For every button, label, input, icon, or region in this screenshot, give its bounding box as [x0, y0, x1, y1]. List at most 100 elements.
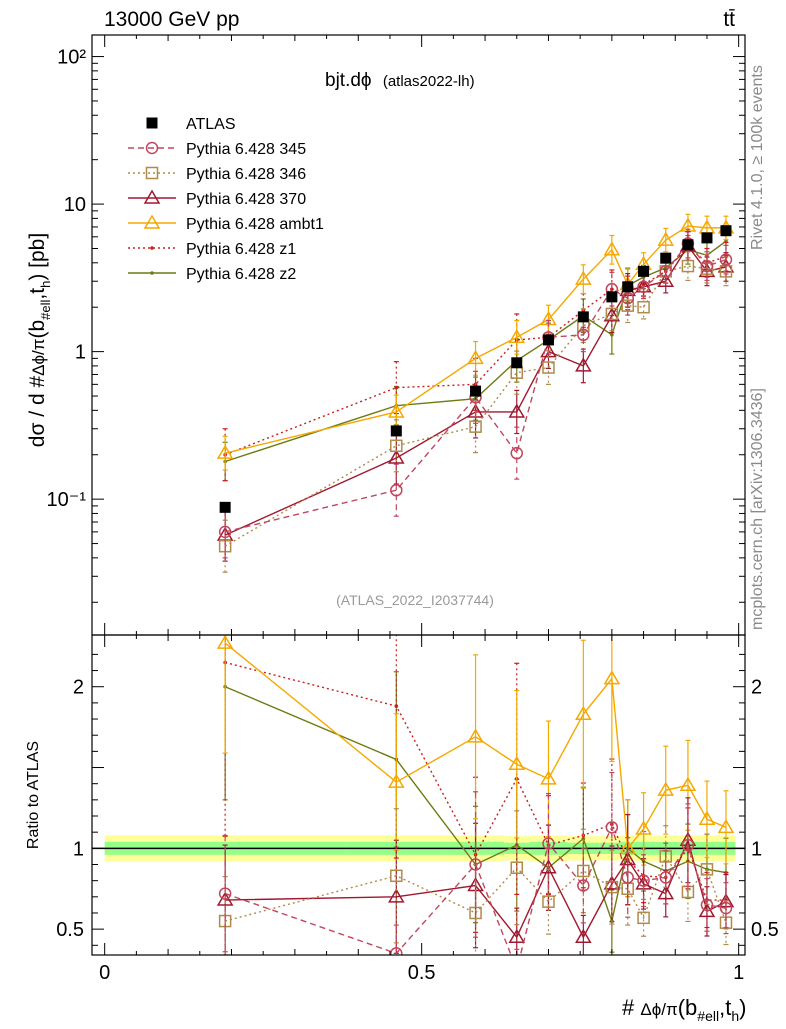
svg-text:dσ / d #Δϕ/π(b#ell,th): dσ / d #Δϕ/π(b#ell,th) [pb] — [26, 233, 53, 447]
main-series-layer — [216, 213, 735, 573]
atlas-point — [660, 252, 672, 264]
atlas-point — [606, 291, 618, 303]
main-ytick-label: 10² — [57, 47, 86, 69]
series-1-ratio-point — [218, 887, 232, 900]
series-3-ratio-point — [216, 891, 234, 906]
series-4-main-point — [508, 328, 526, 344]
series-1-main-point — [621, 292, 634, 305]
series-4-ratio-point — [717, 818, 735, 834]
series-1-main-point — [218, 525, 232, 539]
xtick-label: 0 — [99, 962, 110, 984]
series-3-ratio-point — [540, 859, 557, 874]
legend-item: Pythia 6.428 ambt1 — [128, 214, 324, 233]
series-1-ratio-point — [511, 964, 522, 975]
series-4-main-point — [657, 231, 675, 246]
series-4-ratio-point — [603, 670, 621, 685]
series-1-main-point — [719, 253, 733, 266]
atlas-point — [470, 385, 482, 397]
series-6-main-point — [610, 333, 614, 337]
ratio-ytick-label-right: 1 — [751, 838, 762, 860]
series-2-main-point — [621, 299, 634, 312]
legend-marker — [150, 271, 154, 275]
series-4-ratio-point — [679, 776, 697, 792]
series-2-ratio-point — [390, 869, 403, 883]
legend-label: Pythia 6.428 346 — [186, 166, 306, 183]
atlas-point — [701, 232, 713, 244]
y-axis-label-main: dσ / d #Δϕ/π(b#ell,th) [pb] — [26, 233, 53, 447]
series-6-main-point — [663, 265, 668, 270]
series-1-main-point — [637, 280, 650, 294]
series-3-ratio-point — [575, 928, 592, 943]
ylabel-sub-h: h — [38, 281, 53, 288]
series-4-ratio-point — [575, 705, 592, 720]
series-3-ratio-point — [388, 888, 405, 903]
series-1-main-point — [577, 328, 590, 342]
series-2-main-point — [637, 300, 650, 314]
series-2-ratio-point — [510, 861, 524, 874]
series-3-ratio-point — [508, 928, 526, 943]
svg-text:# Δϕ/π(b#ell,th): # Δϕ/π(b#ell,th) — [622, 995, 746, 1024]
rivet-label: Rivet 4.1.0, ≥ 100k events — [749, 65, 766, 250]
series-3-main-point — [388, 449, 405, 464]
atlas-point — [577, 311, 589, 323]
main-ytick-label: 1 — [75, 342, 86, 364]
legend-item: Pythia 6.428 370 — [128, 189, 306, 208]
xtick-label: 0.5 — [408, 962, 436, 984]
ylabel-prefix: dσ / d — [26, 393, 49, 447]
series-3-ratio-point — [619, 851, 637, 866]
series-4-ratio-point — [508, 755, 526, 771]
plot-title: bjt.dϕ (atlas2022-lh) — [325, 70, 475, 91]
series-2-main-point — [681, 259, 695, 273]
ylabel-suffix: [pb] — [26, 233, 49, 268]
series-1-main-point — [659, 265, 673, 278]
series-1-ratio-point — [605, 821, 619, 834]
legend-marker — [146, 117, 158, 129]
xlabel-hash: # — [622, 995, 635, 1020]
series-1-main-point — [700, 259, 714, 273]
series-2-ratio-point — [542, 895, 555, 908]
series-2-ratio-point — [637, 911, 650, 925]
atlas-point — [219, 501, 231, 513]
series-1-ratio-point — [637, 874, 650, 887]
legend-marker — [145, 166, 159, 180]
xlabel-var: (b — [678, 995, 698, 1020]
ylabel-sub-ell: #ell — [38, 299, 53, 319]
series-1-ratio-point — [390, 947, 403, 955]
series-3-main-point — [575, 357, 592, 372]
main-plot: 10⁻¹ 1 10 10² — [47, 34, 746, 636]
plot-title-sub: (atlas2022-lh) — [383, 73, 475, 90]
series-3-main-point — [657, 272, 675, 287]
ratio-ytick-label-left: 2 — [73, 677, 84, 699]
legend-marker — [150, 246, 154, 250]
atlas-point — [511, 357, 523, 369]
series-1-main-point — [390, 483, 403, 497]
series-4-main-point — [216, 444, 234, 459]
legend-label: Pythia 6.428 ambt1 — [186, 216, 324, 233]
xtick-label: 1 — [733, 962, 744, 984]
plot-title-main: bjt.dϕ — [325, 70, 372, 91]
legend-marker — [143, 214, 161, 229]
legend-item: Pythia 6.428 346 — [128, 166, 306, 183]
atlas-point — [720, 225, 732, 237]
legend-item: ATLAS — [146, 116, 236, 133]
series-1-main-point — [510, 446, 524, 460]
legend: ATLAS Pythia 6.428 345 Pythia 6.428 346 Pyt… — [128, 116, 324, 283]
series-2-main-point — [469, 420, 482, 433]
series-4-ratio-point — [216, 635, 234, 649]
series-4-main-point — [575, 270, 592, 285]
series-1-ratio-point — [659, 871, 673, 884]
ratio-series-layer — [216, 635, 735, 975]
xlabel-sub-ell: #ell — [697, 1008, 719, 1024]
ratio-ytick-label-left: 1 — [73, 838, 84, 860]
series-2-main-point — [605, 307, 619, 321]
main-ytick-label: 10⁻¹ — [47, 489, 87, 511]
atlas-point — [622, 281, 634, 293]
series-3-ratio-point — [603, 875, 621, 890]
series-1-ratio-point — [681, 838, 695, 852]
ratio-plot: 0.5 0.5 1 1 2 2 0 0.5 1 — [56, 634, 779, 984]
series-2-ratio-point — [700, 863, 714, 876]
mcplots-label: mcplots.cern.ch [arXiv:1306.3436] — [749, 388, 766, 630]
series-2-main-point — [542, 361, 555, 374]
ylabel-comma: ,t — [26, 288, 49, 300]
